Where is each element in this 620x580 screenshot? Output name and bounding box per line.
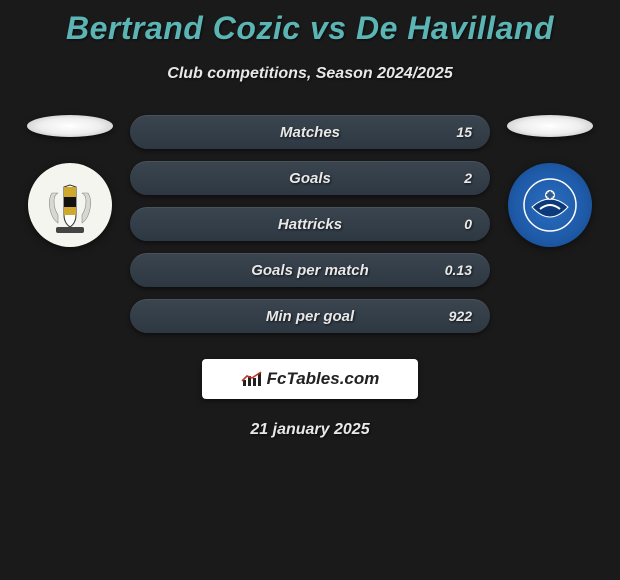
- comparison-panel: Matches 15 Goals 2 Hattricks 0 Goals per…: [0, 115, 620, 345]
- spotlight-ellipse-right: [507, 115, 593, 137]
- date-label: 21 january 2025: [0, 421, 620, 439]
- stat-row: Goals per match 0.13: [130, 253, 490, 287]
- stat-row: Hattricks 0: [130, 207, 490, 241]
- left-side: [20, 115, 120, 247]
- bar-chart-icon: [241, 370, 263, 388]
- spotlight-ellipse-left: [27, 115, 113, 137]
- stat-label: Hattricks: [278, 216, 342, 233]
- stat-row: Goals 2: [130, 161, 490, 195]
- brand-text: FcTables.com: [241, 369, 380, 389]
- right-side: [500, 115, 600, 247]
- stat-label: Matches: [280, 124, 340, 141]
- stat-label: Goals per match: [251, 262, 369, 279]
- page-subtitle: Club competitions, Season 2024/2025: [0, 65, 620, 83]
- brand-label: FcTables.com: [267, 369, 380, 389]
- stat-row: Min per goal 922: [130, 299, 490, 333]
- stat-value: 922: [449, 308, 472, 324]
- stat-value: 0: [464, 216, 472, 232]
- stat-label: Min per goal: [266, 308, 354, 325]
- stat-row: Matches 15: [130, 115, 490, 149]
- page-title: Bertrand Cozic vs De Havilland: [0, 0, 620, 47]
- stat-value: 2: [464, 170, 472, 186]
- stats-column: Matches 15 Goals 2 Hattricks 0 Goals per…: [130, 115, 490, 345]
- brand-badge: FcTables.com: [202, 359, 418, 399]
- heraldic-crest-icon: [40, 175, 100, 235]
- stat-label: Goals: [289, 170, 331, 187]
- football-crest-icon: [522, 177, 578, 233]
- stat-value: 0.13: [445, 262, 472, 278]
- club-crest-right: [508, 163, 592, 247]
- stat-value: 15: [456, 124, 472, 140]
- club-crest-left: [28, 163, 112, 247]
